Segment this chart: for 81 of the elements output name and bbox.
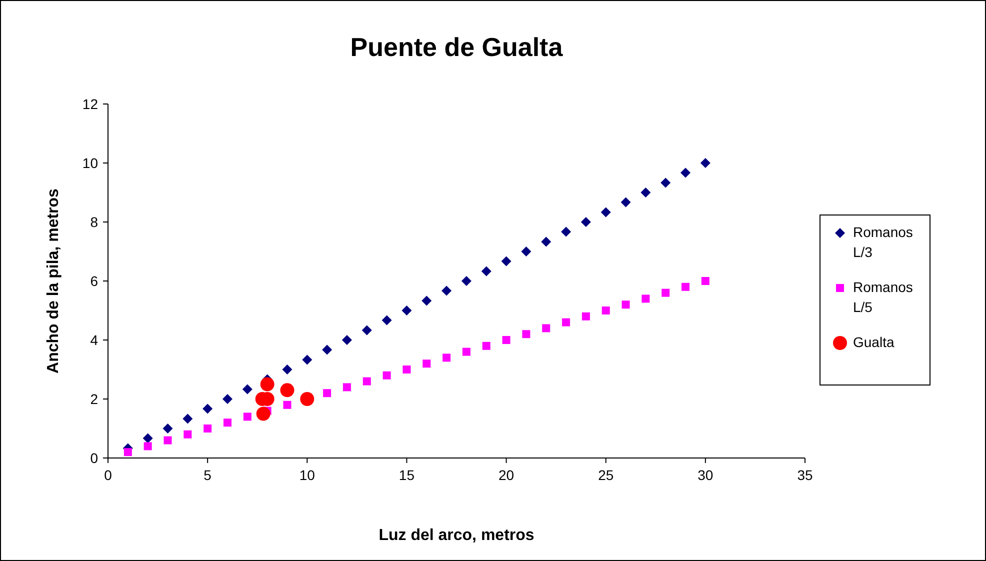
x-tick-label: 5 xyxy=(204,467,212,483)
point xyxy=(164,436,172,444)
point xyxy=(542,324,550,332)
x-tick-label: 0 xyxy=(104,467,112,483)
point xyxy=(461,276,472,286)
x-tick-label: 10 xyxy=(299,467,316,483)
point xyxy=(640,188,651,198)
point xyxy=(521,246,532,256)
point xyxy=(144,442,152,450)
point xyxy=(462,348,470,356)
point xyxy=(562,318,570,326)
point xyxy=(501,256,512,266)
x-tick-label: 35 xyxy=(797,467,813,483)
point xyxy=(680,168,691,178)
point xyxy=(422,296,432,306)
x-tick-label: 15 xyxy=(398,467,415,483)
point xyxy=(222,394,232,404)
point xyxy=(620,197,631,208)
point xyxy=(642,294,650,303)
point xyxy=(282,364,292,374)
point xyxy=(300,392,314,406)
point xyxy=(442,286,452,296)
y-axis-title: Ancho de la pila, metros xyxy=(45,188,62,374)
point xyxy=(124,448,132,456)
point xyxy=(622,300,630,309)
x-tick-label: 25 xyxy=(598,467,614,483)
point xyxy=(162,424,173,434)
point xyxy=(182,414,193,424)
point xyxy=(302,354,312,365)
y-tick-label: 12 xyxy=(82,96,98,112)
y-tick-label: 6 xyxy=(90,273,98,289)
legend-label: Gualta xyxy=(853,334,894,350)
point xyxy=(362,377,371,386)
point xyxy=(561,226,572,237)
point xyxy=(402,366,411,374)
point xyxy=(242,384,252,394)
point xyxy=(202,404,213,414)
point xyxy=(362,325,372,336)
point xyxy=(541,236,552,247)
point xyxy=(256,406,270,421)
point xyxy=(682,282,690,291)
y-tick-label: 2 xyxy=(90,391,98,407)
point xyxy=(502,336,510,344)
point xyxy=(204,424,212,432)
x-tick-label: 20 xyxy=(498,467,514,483)
point xyxy=(701,277,710,285)
point xyxy=(322,344,332,355)
point xyxy=(323,389,332,398)
point xyxy=(402,306,412,316)
point xyxy=(580,217,591,227)
point xyxy=(283,400,292,409)
x-axis-title: Luz del arco, metros xyxy=(378,527,534,544)
y-tick-label: 10 xyxy=(82,155,98,171)
chart-title: Puente de Gualta xyxy=(350,32,564,62)
point xyxy=(342,383,351,392)
point xyxy=(342,335,352,345)
point xyxy=(481,266,492,276)
point xyxy=(600,207,611,218)
legend-label: Romanos L/5 xyxy=(853,279,913,315)
point xyxy=(382,371,391,380)
point xyxy=(660,178,671,188)
x-tick-label: 30 xyxy=(698,467,714,483)
y-tick-label: 0 xyxy=(90,450,98,466)
point xyxy=(482,342,490,350)
point xyxy=(700,158,710,168)
y-tick-label: 8 xyxy=(90,214,98,230)
point xyxy=(382,315,392,326)
point xyxy=(260,377,274,392)
point xyxy=(422,360,431,368)
point xyxy=(243,412,252,421)
point xyxy=(522,330,530,338)
point xyxy=(184,430,192,438)
point xyxy=(142,433,153,444)
point xyxy=(223,418,232,427)
legend-label: Romanos L/3 xyxy=(853,224,913,260)
point xyxy=(602,306,610,314)
point xyxy=(280,383,294,398)
y-tick-label: 4 xyxy=(90,332,98,348)
point xyxy=(662,288,670,297)
point xyxy=(582,312,590,320)
point xyxy=(442,354,451,362)
